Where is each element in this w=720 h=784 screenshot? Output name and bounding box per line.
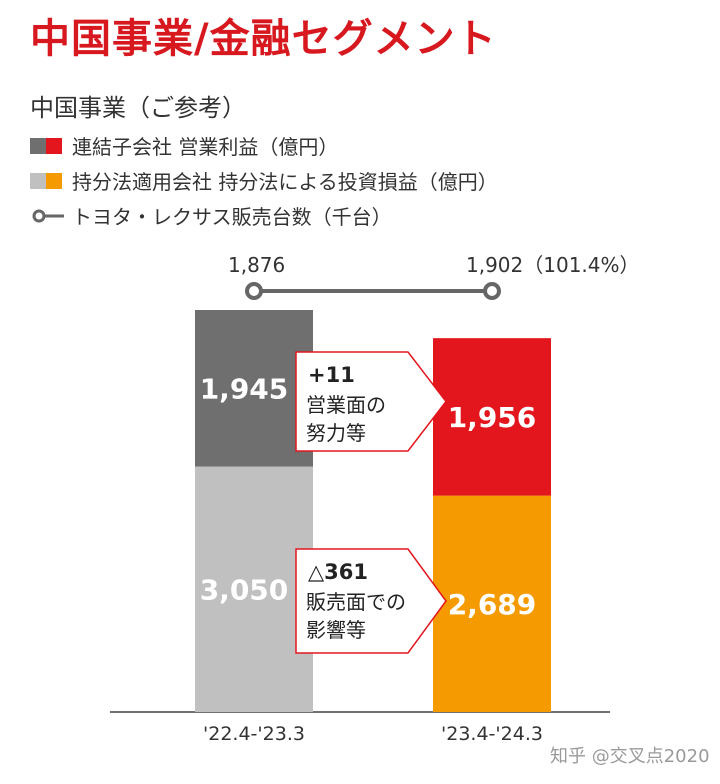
sales-line-label: 1,876 (228, 253, 285, 277)
callout-text: 営業面の (306, 393, 386, 417)
sales-line-point (485, 284, 499, 298)
sales-line-point (247, 284, 261, 298)
bar-value-label: 3,050 (200, 573, 289, 606)
callout-text: 努力等 (306, 421, 366, 445)
callout-text: 販売面での (306, 590, 406, 614)
x-tick-label: '22.4-'23.3 (203, 723, 305, 745)
bar-value-label: 1,945 (200, 372, 289, 405)
callout-text: 影響等 (306, 618, 366, 642)
callout-value: +11 (308, 363, 355, 387)
callout-value: △361 (308, 560, 368, 584)
sales-line-label: 1,902（101.4%） (466, 253, 640, 277)
bar-value-label: 1,956 (448, 401, 537, 434)
watermark-text: 知乎 @交叉点2020 (550, 742, 710, 768)
x-tick-label: '23.4-'24.3 (441, 723, 543, 745)
bar-value-label: 2,689 (448, 588, 537, 621)
